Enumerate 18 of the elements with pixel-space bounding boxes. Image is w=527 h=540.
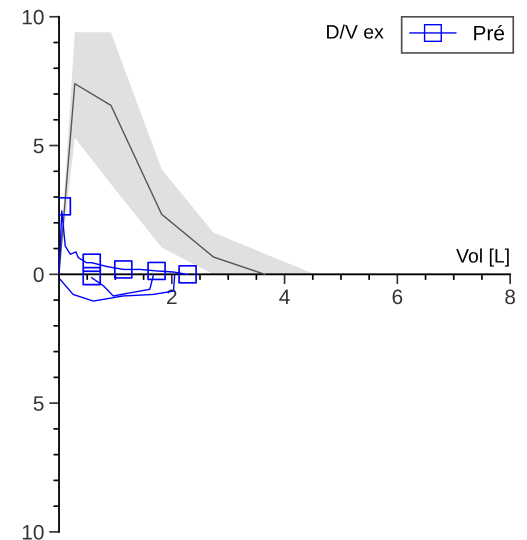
- legend-label: Pré: [474, 24, 504, 40]
- point: [82, 253, 102, 272]
- y-tick-label: 10: [22, 524, 44, 540]
- point: [147, 262, 166, 280]
- y-tick-label: 0: [34, 267, 44, 282]
- line-series: [59, 83, 266, 276]
- x-tick-label: 8: [505, 289, 516, 304]
- y-tick-label: 5: [34, 138, 44, 154]
- point: [114, 260, 133, 279]
- point: [82, 266, 102, 286]
- x-axis-title: Vol [L]: [456, 248, 509, 267]
- x-tick-label: 6: [392, 289, 402, 304]
- point: [178, 264, 197, 284]
- y-tick-label: 5: [34, 396, 44, 411]
- line-series: [59, 274, 176, 302]
- y-axis-title: D/V ex: [327, 24, 384, 39]
- y-tick-label: 10: [22, 10, 44, 24]
- x-tick-label: 4: [279, 290, 290, 304]
